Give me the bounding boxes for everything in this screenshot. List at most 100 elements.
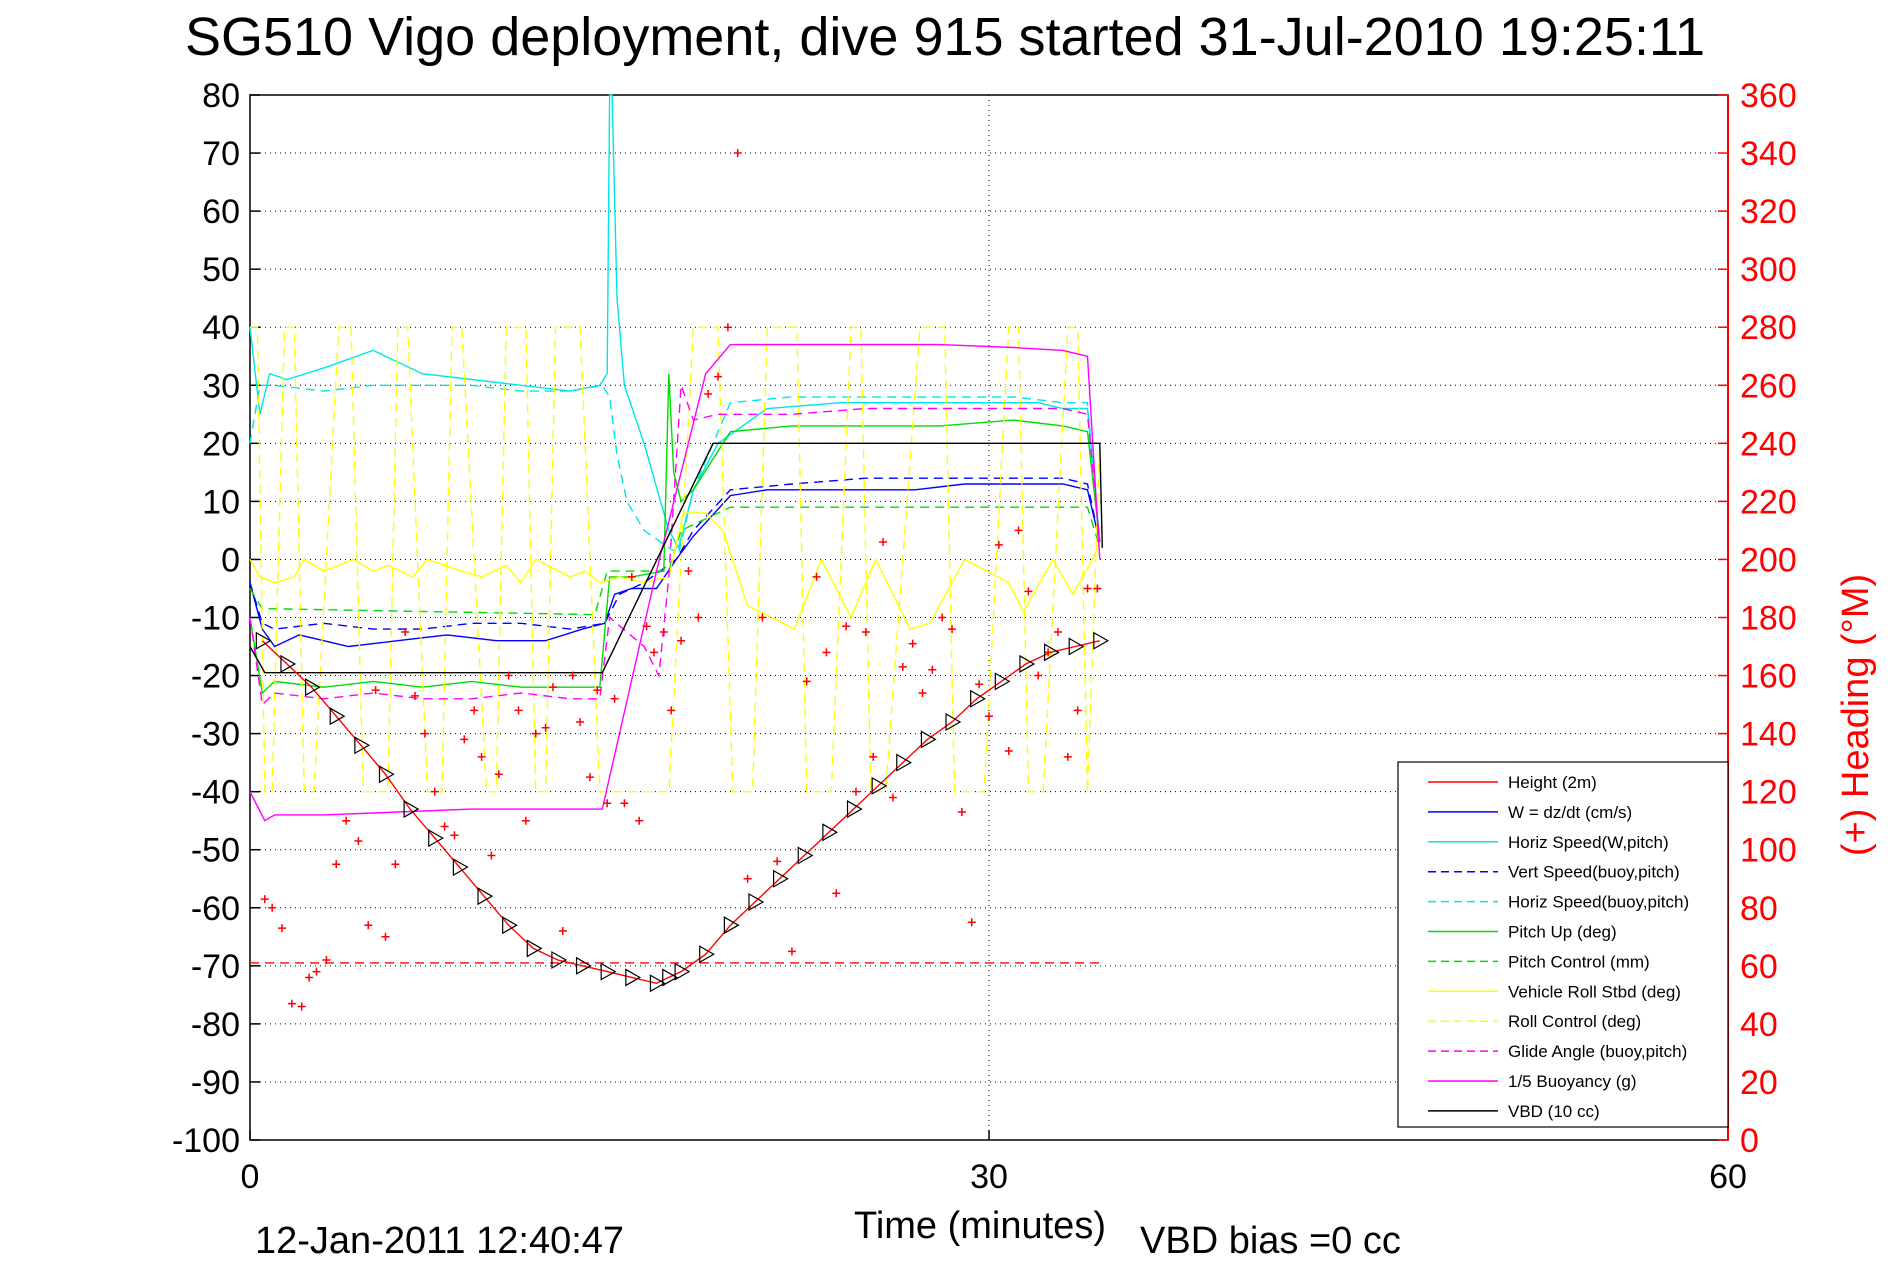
depth-marker — [773, 869, 789, 888]
depth-marker — [1093, 631, 1110, 650]
y2-tick-label: 360 — [1740, 77, 1797, 115]
heading-point — [938, 613, 947, 622]
y-tick-label: 20 — [202, 425, 240, 463]
heading-point — [494, 770, 503, 779]
depth-marker — [920, 730, 937, 749]
y-tick-label: -90 — [191, 1064, 240, 1102]
series-line-horiz_w — [249, 94, 1101, 550]
depth-marker — [699, 945, 715, 964]
heading-point — [332, 860, 341, 869]
depth-marker — [649, 974, 666, 993]
depth-marker — [280, 654, 297, 673]
depth-marker — [378, 765, 395, 784]
heading-point — [603, 799, 612, 808]
depth-marker — [526, 939, 543, 958]
heading-point — [773, 857, 782, 866]
heading-point — [659, 628, 668, 637]
y-tick-label: 40 — [202, 309, 240, 347]
heading-point — [610, 694, 619, 703]
heading-point — [879, 538, 888, 547]
legend-entry: Glide Angle (buoy,pitch) — [1508, 1042, 1687, 1061]
heading-point — [342, 816, 351, 825]
y-tick-label: -40 — [191, 774, 240, 812]
heading-point — [758, 613, 767, 622]
depth-marker — [723, 916, 740, 935]
heading-point — [268, 903, 277, 912]
heading-point — [514, 706, 523, 715]
timestamp-label: 12-Jan-2011 12:40:47 — [255, 1220, 624, 1262]
heading-point — [888, 793, 897, 802]
heading-point — [401, 628, 410, 637]
x-axis-label: Time (minutes) — [854, 1205, 1106, 1247]
x-tick-label: 0 — [241, 1158, 260, 1196]
heading-point — [677, 636, 686, 645]
depth-marker — [748, 892, 765, 912]
y2-tick-label: 320 — [1740, 193, 1797, 231]
vbd-bias-label: VBD bias =0 cc — [1140, 1220, 1401, 1262]
heading-point — [487, 851, 496, 860]
series-line-roll — [249, 512, 1101, 631]
chart-title: SG510 Vigo deployment, dive 915 started … — [185, 7, 1705, 67]
y-tick-label: -70 — [191, 948, 240, 986]
heading-point — [477, 752, 486, 761]
y2-tick-label: 220 — [1740, 483, 1797, 521]
heading-point — [733, 149, 742, 158]
heading-point — [822, 648, 831, 657]
y2-tick-label: 300 — [1740, 251, 1797, 289]
heading-point — [898, 662, 907, 671]
heading-point — [869, 752, 878, 761]
y-tick-label: -30 — [191, 716, 240, 754]
heading-point — [620, 799, 629, 808]
y-tick-label: 0 — [221, 541, 240, 579]
y-tick-label: -100 — [172, 1122, 240, 1160]
series-line-pitch_up — [249, 373, 1101, 695]
y-tick-label: 60 — [202, 193, 240, 231]
depth-marker — [428, 829, 444, 848]
y-tick-label: 10 — [202, 483, 240, 521]
series-line-w — [249, 483, 1101, 648]
series-line-pitch_ctl — [249, 506, 1101, 616]
legend-entry: 1/5 Buoyancy (g) — [1508, 1072, 1637, 1091]
legend-entry: Vehicle Roll Stbd (deg) — [1508, 982, 1681, 1001]
depth-marker — [945, 712, 962, 732]
series-line-glide — [249, 385, 1101, 707]
heading-point — [704, 389, 713, 398]
depth-marker — [970, 689, 986, 708]
y-tick-label: 80 — [202, 77, 240, 115]
heading-point — [694, 613, 703, 622]
y2-tick-label: 180 — [1740, 600, 1797, 638]
heading-point — [297, 1002, 306, 1011]
legend-entry: Vert Speed(buoy,pitch) — [1508, 863, 1680, 882]
heading-point — [531, 729, 540, 738]
depth-marker — [662, 968, 678, 987]
heading-point — [568, 671, 577, 680]
heading-point — [381, 932, 390, 941]
heading-point — [430, 787, 439, 796]
depth-marker — [994, 672, 1011, 691]
heading-point — [714, 372, 723, 381]
legend-entry: Horiz Speed(W,pitch) — [1508, 833, 1669, 852]
heading-point — [787, 947, 796, 956]
series-line-roll_ctl — [250, 326, 1101, 793]
y2-axis-label: (+) Heading (°M) — [1835, 574, 1877, 856]
depth-marker — [354, 736, 371, 755]
depth-marker — [822, 823, 839, 842]
heading-point — [684, 567, 693, 576]
legend-entry: VBD (10 cc) — [1508, 1102, 1600, 1121]
heading-point — [1004, 747, 1013, 756]
heading-point — [967, 918, 976, 927]
y2-tick-label: 80 — [1740, 890, 1778, 928]
heading-point — [667, 706, 676, 715]
y2-tick-label: 40 — [1740, 1006, 1778, 1044]
y2-tick-label: 200 — [1740, 541, 1797, 579]
y2-tick-label: 340 — [1740, 135, 1797, 173]
depth-marker — [477, 887, 494, 906]
heading-point — [1014, 526, 1023, 535]
y2-tick-label: 140 — [1740, 716, 1797, 754]
y2-tick-label: 120 — [1740, 774, 1797, 812]
heading-point — [743, 874, 752, 883]
heading-point — [305, 973, 314, 982]
legend-entry: Height (2m) — [1508, 773, 1597, 792]
depth-marker — [403, 800, 420, 819]
depth-marker — [871, 776, 888, 795]
